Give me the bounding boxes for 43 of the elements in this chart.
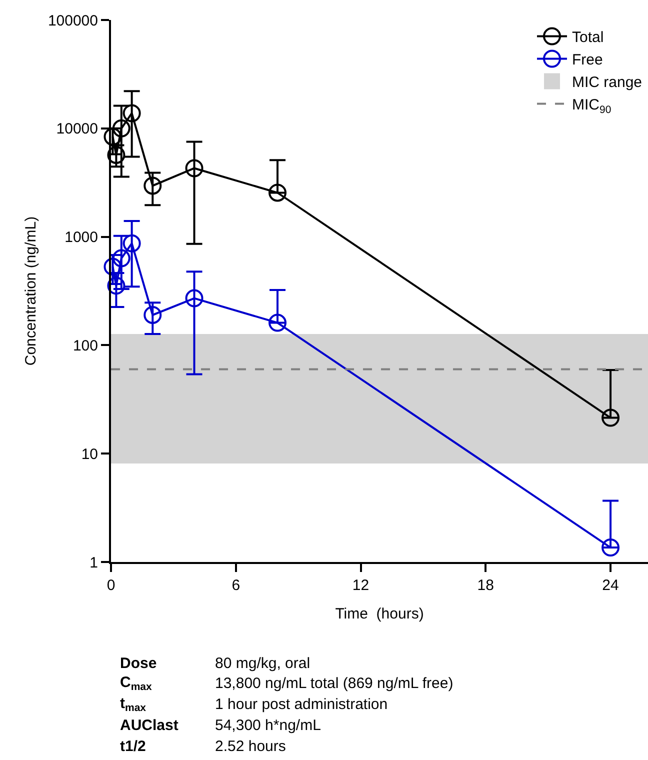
- point: [268, 314, 287, 332]
- point: [112, 249, 130, 268]
- text: 1 hour post administration: [215, 696, 388, 713]
- point: [122, 234, 141, 252]
- y-tick-label: 100000: [48, 12, 98, 30]
- text: 54,300 h*ng/mL: [215, 717, 321, 734]
- text: AUClast: [120, 717, 178, 734]
- text: 2.52 hours: [215, 738, 286, 755]
- point: [268, 184, 287, 202]
- point: [185, 289, 204, 308]
- y-tick-label: 100: [72, 337, 98, 354]
- point: [107, 146, 126, 164]
- point: [104, 128, 122, 146]
- point: [112, 119, 130, 138]
- point: [185, 159, 204, 178]
- text: 80 mg/kg, oral: [215, 655, 310, 672]
- x-tick-label: 12: [352, 577, 370, 594]
- point: [602, 538, 620, 557]
- text: Dose: [120, 655, 157, 672]
- point: [107, 276, 126, 295]
- y-tick-label: 1000: [64, 229, 98, 246]
- text: 13,800 ng/mL total (869 ng/mL free): [215, 675, 454, 692]
- y-axis-title: Concentration (ng/mL): [22, 216, 40, 366]
- x-tick-label: 18: [477, 577, 494, 594]
- point: [122, 104, 141, 122]
- x-axis-title: Time (hours): [335, 606, 424, 622]
- text: C$_{max}$: [120, 674, 152, 694]
- point: [144, 306, 162, 324]
- point: [602, 408, 620, 427]
- point: [144, 176, 162, 195]
- x-tick-label: 0: [106, 577, 116, 594]
- legend-label: MIC$_{90}$: [572, 96, 612, 116]
- text: t$_{max}$: [120, 695, 146, 714]
- y-tick-label: 10: [81, 446, 98, 463]
- x-tick-label: 6: [232, 577, 240, 594]
- point: [104, 258, 122, 276]
- legend-label: MIC range: [572, 74, 642, 92]
- text: t1/2: [120, 738, 146, 755]
- x-tick-label: 24: [602, 577, 619, 594]
- legend-label: Free: [572, 52, 603, 69]
- y-tick-label: 1: [90, 554, 98, 572]
- y-tick-label: 10000: [56, 120, 98, 138]
- legend-label: Total: [572, 29, 604, 46]
